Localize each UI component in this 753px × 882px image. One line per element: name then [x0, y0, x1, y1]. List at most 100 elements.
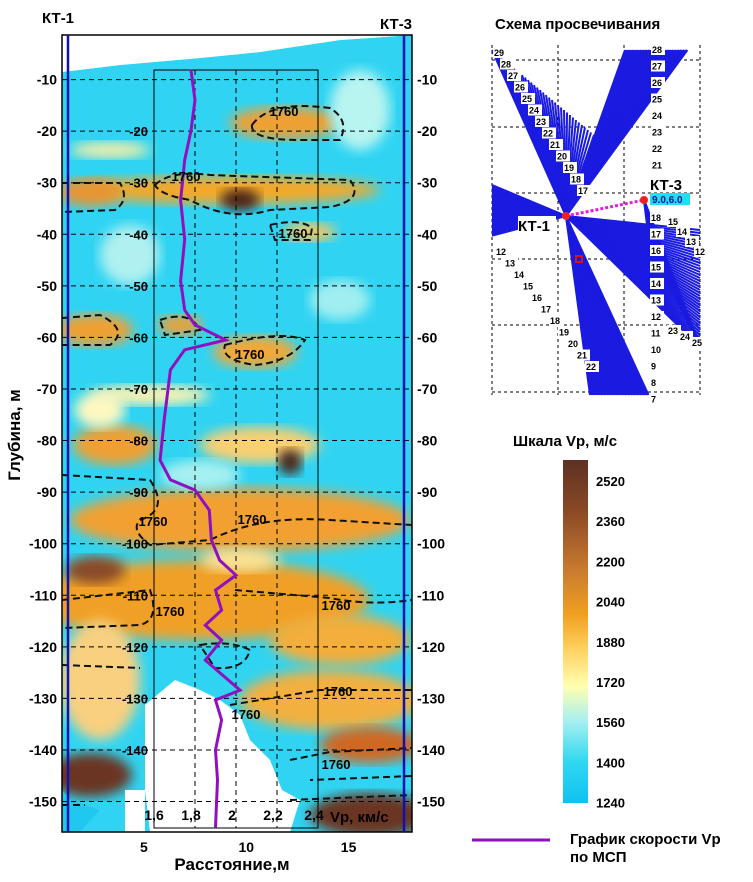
y-tick-label-left: -40	[37, 226, 57, 242]
contour-1760	[309, 775, 412, 781]
receiver-label-bg	[650, 360, 664, 372]
x-axis-ticks: 5 10 15	[140, 839, 357, 855]
receiver-number: 17	[578, 186, 588, 196]
contour-1760	[289, 747, 412, 761]
borehole-kt3-label: КТ-3	[380, 16, 412, 33]
receiver-number: 28	[652, 45, 662, 55]
contour-label: 1760	[172, 169, 201, 184]
receiver-number: 23	[652, 128, 662, 138]
source-marker	[575, 255, 583, 263]
contour-1760	[289, 794, 412, 801]
receiver-label-bg	[542, 127, 556, 139]
colorbar-tick-label: 1560	[596, 715, 625, 730]
y-tick-label-right: -80	[417, 433, 437, 449]
kt1-kt3-ray	[565, 198, 645, 218]
receiver-label-bg	[650, 344, 664, 355]
vp-axis-title: Vp, км/с	[330, 809, 389, 826]
receiver-number: 25	[652, 95, 662, 105]
inner-depth-label: -20	[129, 124, 148, 139]
colorbar-tick-label: 1880	[596, 635, 625, 650]
receiver-number: 25	[692, 338, 702, 348]
velocity-anomaly	[320, 727, 412, 763]
contour-label: 1760	[238, 512, 267, 527]
receiver-number: 29	[494, 48, 504, 58]
receiver-number: 13	[686, 237, 696, 247]
velocity-anomaly	[240, 670, 412, 730]
y-tick-label-left: -100	[29, 536, 57, 552]
vp-curve	[158, 69, 243, 828]
colorbar-title: Шкала Vp, м/с	[513, 433, 617, 450]
y-tick-label-left: -70	[37, 381, 57, 397]
inner-depth-label: -140	[122, 743, 148, 758]
velocity-heatmap	[62, 35, 412, 832]
x-tick-label: 5	[140, 839, 148, 855]
receiver-label-bg	[694, 246, 708, 257]
colorbar-tick-label: 1720	[596, 675, 625, 690]
receiver-number: 20	[568, 339, 578, 349]
scheme-kt1-label: КТ-1	[518, 218, 550, 235]
receiver-label-bg	[500, 58, 514, 70]
y-tick-label-left: -20	[37, 123, 57, 139]
inner-depth-label: -110	[123, 588, 148, 603]
receiver-number: 22	[543, 129, 553, 139]
y-tick-label-left: -90	[37, 484, 57, 500]
y-tick-label-right: -50	[417, 278, 437, 294]
contour-1760	[62, 664, 141, 669]
receiver-label-bg	[650, 228, 664, 240]
receiver-label-bg	[650, 212, 664, 223]
receiver-number: 13	[651, 296, 661, 306]
receiver-label-bg	[650, 327, 664, 339]
receiver-number: 9	[651, 362, 656, 372]
receiver-label-bg	[651, 159, 665, 171]
receiver-label-bg	[650, 311, 664, 322]
receiver-number: 22	[652, 144, 662, 154]
velocity-anomaly	[62, 560, 370, 640]
x-axis-title: Расстояние,м	[174, 855, 289, 874]
colorbar-tick-label: 2360	[596, 514, 625, 529]
receiver-label-bg	[522, 280, 536, 292]
receiver-number: 18	[571, 175, 581, 185]
contour-1760	[62, 474, 412, 547]
receiver-number: 14	[514, 270, 524, 280]
contour-1760	[251, 105, 345, 141]
contour-1760	[223, 335, 307, 367]
receiver-number: 19	[564, 163, 574, 173]
receiver-number: 18	[550, 316, 560, 326]
receiver-label-bg	[651, 143, 665, 154]
receiver-label-bg	[493, 47, 507, 58]
ray-scheme: 2928272625242322212019181728272625242322…	[491, 44, 708, 405]
y-tick-label-right: -40	[417, 226, 437, 242]
legend-line2: по МСП	[570, 849, 627, 866]
contour-label: 1760	[156, 604, 185, 619]
receiver-label-bg	[679, 331, 693, 342]
receiver-label-bg	[676, 226, 690, 237]
receiver-number: 27	[508, 71, 518, 81]
receiver-number: 16	[532, 293, 542, 303]
receiver-label-bg	[650, 377, 664, 388]
legend-line1: График скорости Vp	[570, 831, 721, 848]
contour-lines	[62, 105, 412, 806]
receiver-number: 28	[501, 60, 511, 70]
receiver-number: 7	[651, 395, 656, 405]
receiver-number: 12	[695, 247, 705, 257]
vp-tick-label: 1,6	[144, 807, 164, 823]
y-tick-label-left: -50	[37, 278, 57, 294]
inner-depth-label: -130	[122, 691, 148, 706]
kt3-marker	[640, 196, 648, 204]
y-tick-label-left: -30	[37, 175, 57, 191]
contour-1760	[229, 689, 412, 706]
receiver-number: 21	[550, 140, 560, 150]
receiver-label-bg	[650, 245, 664, 256]
no-data-edge	[62, 790, 100, 832]
receiver-label-bg	[667, 216, 681, 227]
ray	[565, 215, 650, 396]
contour-label: 1760	[232, 707, 261, 722]
velocity-anomaly	[70, 488, 410, 552]
velocity-anomaly	[330, 70, 390, 150]
receiver-number: 12	[496, 247, 506, 257]
receiver-number: 25	[522, 94, 532, 104]
y-tick-label-left: -140	[29, 742, 57, 758]
scheme-title: Схема просвечивания	[495, 16, 660, 33]
y-tick-label-right: -90	[417, 484, 437, 500]
receiver-number: 14	[651, 279, 661, 289]
